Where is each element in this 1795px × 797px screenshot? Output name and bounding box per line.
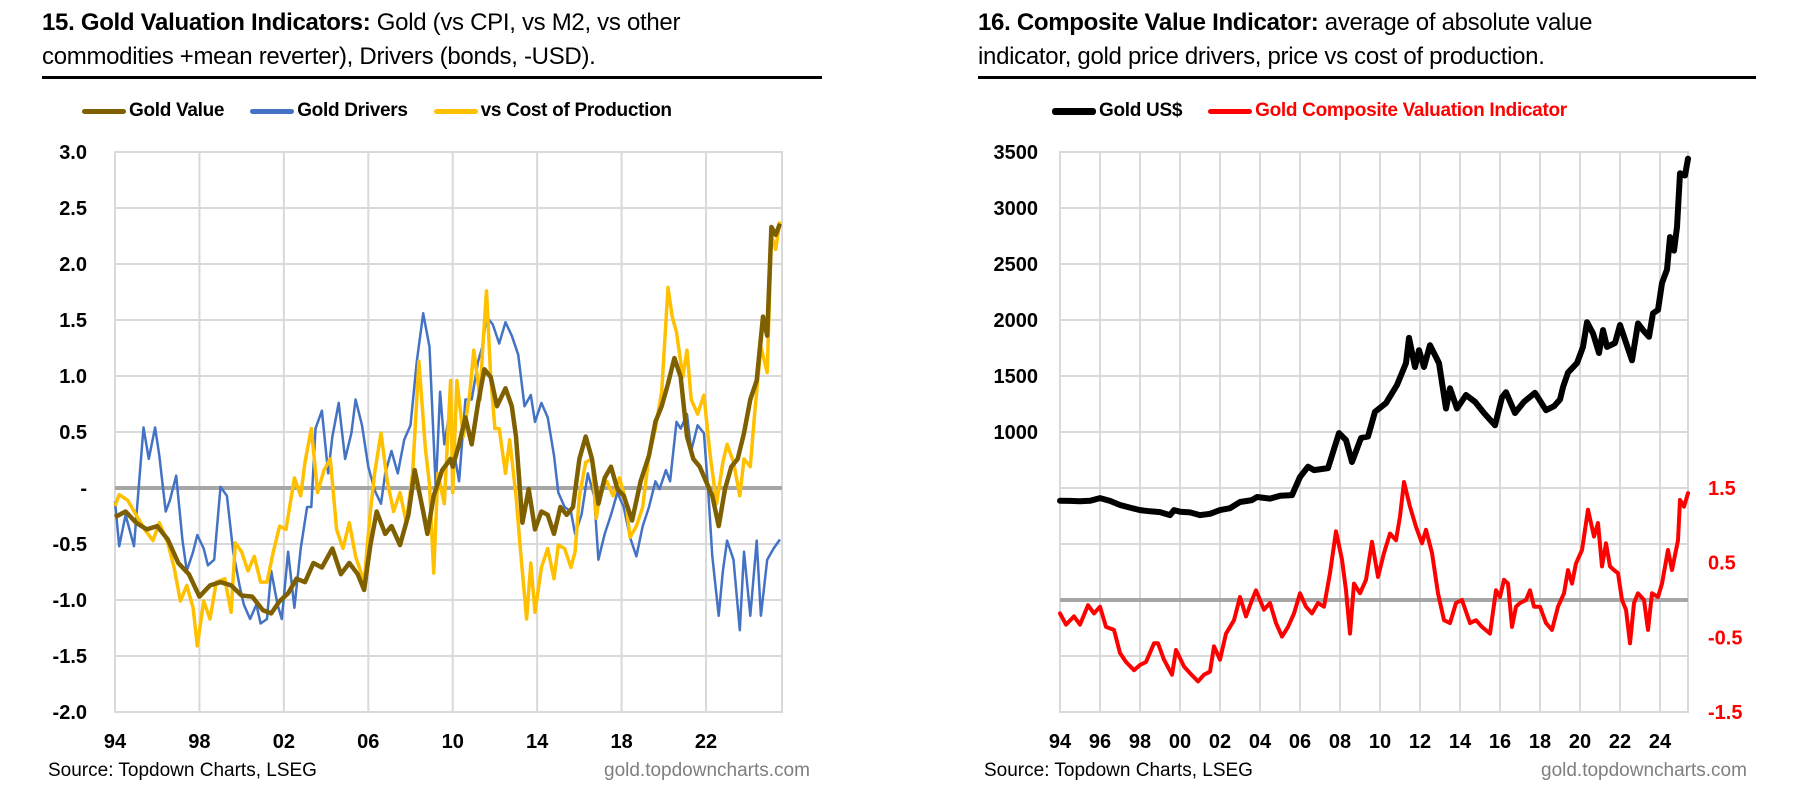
right-legend: Gold US$ Gold Composite Valuation Indica… — [1052, 100, 1593, 122]
y-tick-label: 3.0 — [59, 142, 87, 164]
left-source: Source: Topdown Charts, LSEG — [48, 760, 317, 781]
x-tick-label: 16 — [1489, 731, 1511, 753]
left-legend: Gold Value Gold Drivers vs Cost of Produ… — [82, 100, 698, 122]
y-tick-label: 2.5 — [59, 198, 87, 220]
left-chart-title: 15. Gold Valuation Indicators: Gold (vs … — [42, 6, 680, 74]
y-tick-label-left: 1500 — [994, 366, 1039, 388]
legend-label: Gold Composite Valuation Indicator — [1255, 100, 1567, 121]
legend-swatch — [250, 108, 295, 114]
legend-label: Gold Value — [129, 100, 225, 121]
x-tick-label: 14 — [1449, 731, 1472, 753]
x-tick-label: 24 — [1649, 731, 1672, 753]
y-tick-label: 2.0 — [59, 254, 87, 276]
legend-swatch — [82, 108, 126, 114]
series-line-vs-cost-of-production — [113, 221, 782, 648]
y-tick-label: -2.0 — [53, 702, 87, 724]
x-tick-label: 10 — [1369, 731, 1391, 753]
plot-area-border — [114, 151, 783, 713]
legend-item-composite: Gold Composite Valuation Indicator — [1208, 100, 1567, 122]
x-tick-label: 02 — [273, 731, 295, 753]
legend-label: vs Cost of Production — [480, 100, 672, 121]
legend-item-cost-of-production: vs Cost of Production — [433, 100, 672, 122]
x-tick-label: 08 — [1329, 731, 1351, 753]
legend-swatch — [1052, 107, 1096, 115]
legend-item-gold-usd: Gold US$ — [1052, 100, 1182, 122]
right-title-line1: average of absolute value — [1318, 9, 1593, 36]
y-tick-label-left: 2000 — [994, 310, 1039, 332]
x-tick-label: 22 — [695, 731, 717, 753]
left-url: gold.topdowncharts.com — [604, 760, 810, 781]
x-tick-label: 12 — [1409, 731, 1431, 753]
series-line-gold-us- — [1057, 155, 1691, 519]
legend-swatch — [433, 108, 478, 114]
x-tick-label: 14 — [526, 731, 549, 753]
legend-item-gold-value: Gold Value — [82, 100, 225, 122]
y-tick-label: -1.5 — [53, 646, 87, 668]
legend-label: Gold US$ — [1099, 100, 1183, 121]
plot-area-border — [1059, 151, 1689, 713]
x-tick-label: 18 — [610, 731, 632, 753]
legend-item-gold-drivers: Gold Drivers — [250, 100, 408, 122]
y-tick-label-left: 2500 — [994, 254, 1039, 276]
y-tick-label: - — [80, 478, 87, 500]
right-source: Source: Topdown Charts, LSEG — [984, 760, 1253, 781]
right-chart: 3500300025002000150010001.50.5-0.5-1.594… — [994, 142, 1743, 753]
x-tick-label: 98 — [1129, 731, 1151, 753]
x-tick-label: 06 — [357, 731, 379, 753]
series-line-gold-composite-valuation-indicator — [1058, 480, 1690, 684]
y-tick-label: -1.0 — [53, 590, 87, 612]
legend-label: Gold Drivers — [297, 100, 408, 121]
left-chart: 3.0 2.5 2.0 1.5 1.0 0.5 - -0.5 -1.0 -1.5 -2.0 94 98 0… — [53, 142, 783, 753]
y-tick-label-left: 1000 — [994, 422, 1039, 444]
x-tick-label: 98 — [188, 731, 210, 753]
right-title-bold: 16. Composite Value Indicator: — [978, 9, 1319, 36]
right-title-rule — [978, 76, 1756, 79]
x-tick-label: 10 — [442, 731, 464, 753]
y-tick-label-left: 3500 — [994, 142, 1039, 164]
x-tick-label: 18 — [1529, 731, 1551, 753]
y-tick-label: -0.5 — [53, 534, 87, 556]
x-tick-label: 94 — [104, 731, 127, 753]
x-tick-label: 94 — [1049, 731, 1072, 753]
y-tick-label-right: -1.5 — [1708, 702, 1742, 724]
right-chart-title: 16. Composite Value Indicator: average o… — [978, 6, 1592, 74]
y-tick-label-right: 0.5 — [1708, 553, 1736, 575]
y-tick-label: 0.5 — [59, 422, 87, 444]
left-title-line1: Gold (vs CPI, vs M2, vs other — [370, 9, 681, 36]
x-tick-label: 20 — [1569, 731, 1591, 753]
series-line-gold-value — [113, 222, 783, 616]
y-tick-label-left: 3000 — [994, 198, 1039, 220]
left-title-line2: commodities +mean reverter), Drivers (bo… — [42, 43, 596, 70]
x-tick-label: 22 — [1609, 731, 1631, 753]
right-title-line2: indicator, gold price drivers, price vs … — [978, 43, 1545, 70]
x-tick-label: 02 — [1209, 731, 1231, 753]
y-tick-label: 1.5 — [59, 310, 87, 332]
y-tick-label-right: 1.5 — [1708, 478, 1736, 500]
right-url: gold.topdowncharts.com — [1541, 760, 1747, 781]
x-tick-label: 96 — [1089, 731, 1111, 753]
left-title-bold: 15. Gold Valuation Indicators: — [42, 9, 371, 36]
y-tick-label: 1.0 — [59, 366, 87, 388]
x-tick-label: 04 — [1249, 731, 1272, 753]
y-tick-label-right: -0.5 — [1708, 627, 1742, 649]
x-tick-label: 06 — [1289, 731, 1311, 753]
left-title-rule — [42, 76, 822, 79]
legend-swatch — [1208, 108, 1253, 114]
x-tick-label: 00 — [1169, 731, 1191, 753]
